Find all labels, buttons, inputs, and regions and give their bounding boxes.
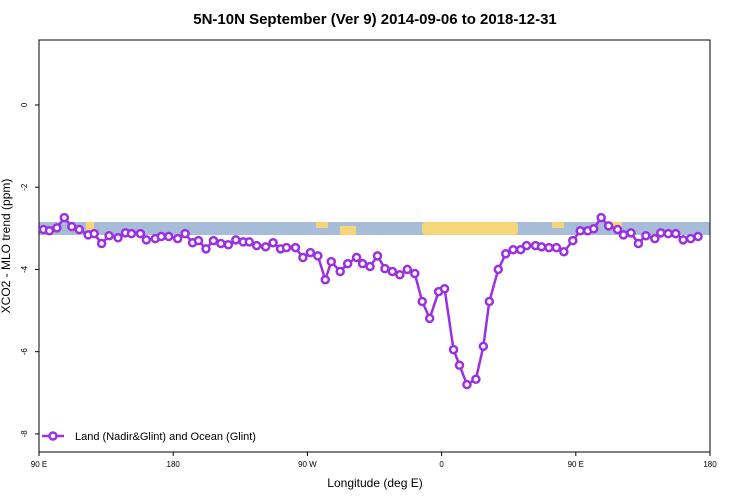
point <box>223 240 234 250</box>
point <box>52 223 62 233</box>
y-tick-label: -2 <box>20 183 29 191</box>
point <box>156 231 167 242</box>
point <box>141 235 152 245</box>
point <box>135 228 146 239</box>
x-tick-label: 0 <box>439 460 444 469</box>
point <box>313 251 323 261</box>
point <box>44 226 55 236</box>
legend-label: Land (Nadir&Glint) and Ocean (Glint) <box>75 431 256 443</box>
point <box>559 247 569 257</box>
x-tick-label: 90 E <box>31 460 47 469</box>
point <box>448 344 459 355</box>
point <box>650 233 660 244</box>
point <box>163 231 174 242</box>
y-tick-label: -4 <box>20 265 29 273</box>
point <box>216 238 226 249</box>
point <box>500 249 511 259</box>
point <box>618 230 629 240</box>
point <box>508 244 518 255</box>
point <box>208 235 219 246</box>
point <box>521 240 532 251</box>
point <box>290 242 301 253</box>
point <box>251 240 262 251</box>
point <box>387 266 398 277</box>
point <box>462 379 472 390</box>
point <box>113 233 123 243</box>
y-tick-label: -6 <box>20 348 29 356</box>
legend: Land (Nadir&Glint) and Ocean (Glint) <box>42 431 256 443</box>
point <box>596 212 606 223</box>
point <box>59 212 70 223</box>
point <box>193 235 204 246</box>
point <box>439 284 450 294</box>
point <box>612 224 623 235</box>
point <box>670 228 681 239</box>
point <box>663 228 673 239</box>
x-tick-label: 180 <box>167 460 181 469</box>
point <box>685 233 696 244</box>
point <box>357 258 368 269</box>
point <box>89 228 99 239</box>
point <box>180 228 190 239</box>
point <box>395 270 405 280</box>
point <box>320 274 331 285</box>
point <box>281 242 292 253</box>
y-tick-label: -8 <box>20 430 29 438</box>
point <box>424 313 435 324</box>
point <box>298 252 308 263</box>
point <box>244 237 254 247</box>
point <box>656 228 666 238</box>
point <box>493 264 504 275</box>
point <box>454 360 465 370</box>
point <box>484 296 495 307</box>
point <box>380 263 390 274</box>
x-tick-label: 90 W <box>298 460 317 469</box>
chart-title: 5N-10N September (Ver 9) 2014-09-06 to 2… <box>193 11 557 28</box>
point <box>417 296 427 307</box>
map-strip <box>39 222 710 235</box>
y-axis-label: XCO2 - MLO trend (ppm) <box>0 179 13 314</box>
point <box>641 230 651 241</box>
point <box>326 256 337 267</box>
point <box>104 230 114 241</box>
x-tick-label: 90 E <box>568 460 584 469</box>
point <box>67 221 77 232</box>
point <box>515 244 526 255</box>
point <box>351 252 362 263</box>
point <box>231 235 241 245</box>
point <box>372 251 383 261</box>
point <box>551 242 562 253</box>
point <box>96 238 107 249</box>
point <box>678 235 688 245</box>
point <box>410 268 420 279</box>
point <box>268 237 278 248</box>
series-line <box>43 215 699 387</box>
point <box>544 242 554 253</box>
point <box>536 242 547 252</box>
point <box>633 238 644 249</box>
point <box>342 258 353 269</box>
point <box>74 224 85 235</box>
point <box>471 374 481 384</box>
point <box>588 223 599 234</box>
plot-frame <box>38 39 711 453</box>
point <box>693 231 703 242</box>
y-tick-label: 0 <box>20 102 29 107</box>
point <box>335 266 345 277</box>
point <box>402 264 413 275</box>
point <box>575 226 586 236</box>
point <box>172 233 183 244</box>
point <box>365 261 375 272</box>
x-tick-label: 180 <box>703 460 717 469</box>
point <box>260 242 271 252</box>
point <box>126 228 137 239</box>
point <box>201 244 211 254</box>
point <box>603 221 614 231</box>
point <box>568 235 578 246</box>
point <box>478 341 489 352</box>
x-axis-label: Longitude (deg E) <box>327 476 422 490</box>
point <box>626 228 636 238</box>
point <box>305 247 316 258</box>
